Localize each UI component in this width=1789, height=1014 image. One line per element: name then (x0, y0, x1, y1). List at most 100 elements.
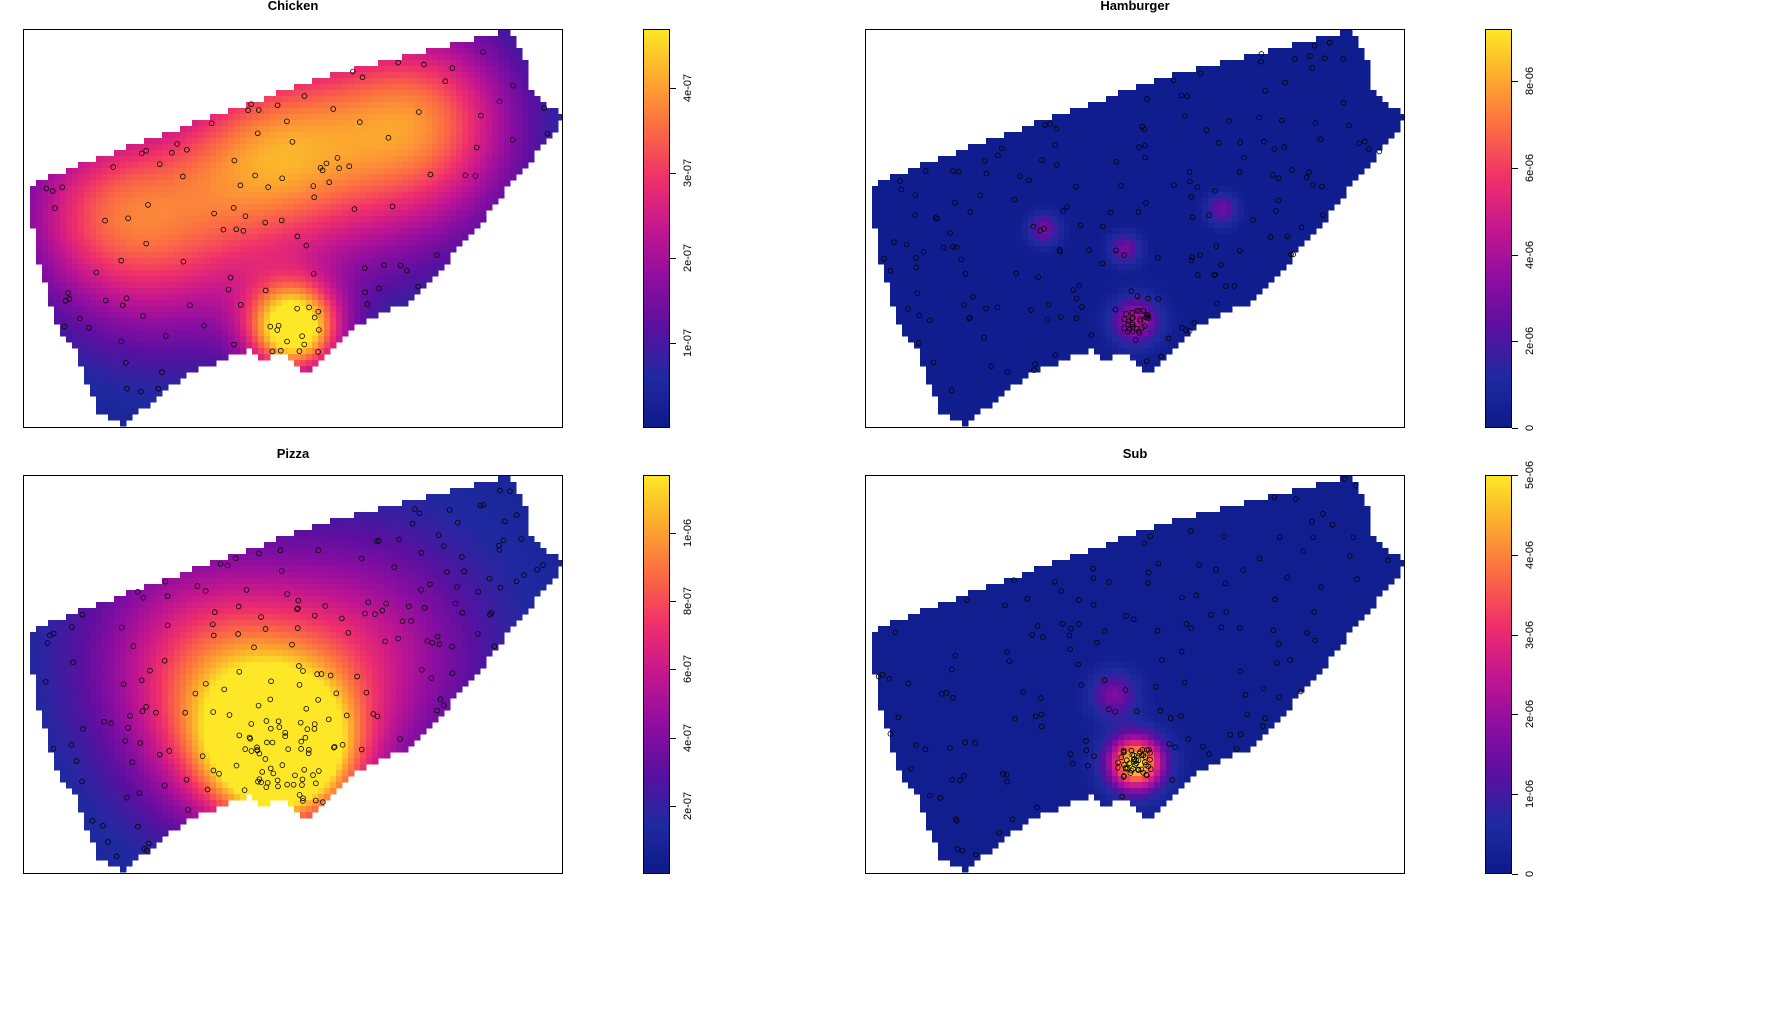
raster-cell (372, 138, 379, 145)
raster-cell (1250, 96, 1257, 103)
raster-cell (84, 282, 91, 289)
raster-cell (1340, 36, 1347, 43)
raster-cell (102, 192, 109, 199)
raster-cell (426, 114, 433, 121)
raster-cell (522, 126, 529, 133)
raster-cell (132, 342, 139, 349)
raster-cell (1034, 186, 1041, 193)
raster-cell (366, 132, 373, 139)
raster-cell (102, 348, 109, 355)
raster-cell (48, 174, 55, 181)
raster-cell (90, 366, 97, 373)
raster-cell (96, 294, 103, 301)
raster-cell (240, 282, 247, 289)
raster-cell (884, 186, 891, 193)
raster-cell (1376, 120, 1383, 127)
raster-cell (1298, 126, 1305, 133)
raster-cell (1280, 102, 1287, 109)
raster-cell (366, 198, 373, 205)
raster-cell (312, 210, 319, 217)
raster-cell (1082, 204, 1089, 211)
raster-cell (414, 198, 421, 205)
raster-cell (962, 174, 969, 181)
raster-cell (264, 270, 271, 277)
raster-cell (1010, 180, 1017, 187)
raster-cell (138, 306, 145, 313)
raster-cell (150, 186, 157, 193)
raster-cell (258, 144, 265, 151)
raster-cell (1190, 186, 1197, 193)
raster-cell (42, 204, 49, 211)
raster-cell (204, 348, 211, 355)
raster-cell (216, 294, 223, 301)
raster-cell (420, 258, 427, 265)
raster-cell (1100, 156, 1107, 163)
raster-cell (234, 204, 241, 211)
raster-cell (1256, 72, 1263, 79)
raster-cell (366, 150, 373, 157)
raster-cell (246, 156, 253, 163)
raster-cell (156, 384, 163, 391)
raster-cell (288, 144, 295, 151)
raster-cell (372, 198, 379, 205)
raster-cell (1214, 204, 1221, 211)
raster-cell (1262, 144, 1269, 151)
raster-cell (354, 306, 361, 313)
raster-cell (1028, 174, 1035, 181)
raster-cell (210, 192, 217, 199)
raster-cell (1196, 192, 1203, 199)
raster-cell (474, 42, 481, 49)
raster-cell (126, 312, 133, 319)
raster-cell (204, 306, 211, 313)
raster-cell (126, 276, 133, 283)
raster-cell (354, 204, 361, 211)
location-point (143, 147, 149, 154)
raster-cell (84, 360, 91, 367)
raster-cell (66, 288, 73, 295)
raster-cell (456, 198, 463, 205)
raster-cell (330, 78, 337, 85)
raster-cell (1154, 156, 1161, 163)
raster-cell (156, 372, 163, 379)
raster-cell (438, 54, 445, 61)
raster-cell (216, 288, 223, 295)
raster-cell (1334, 84, 1341, 91)
raster-cell (1256, 66, 1263, 73)
raster-cell (60, 246, 67, 253)
raster-cell (78, 282, 85, 289)
raster-cell (1220, 168, 1227, 175)
raster-cell (234, 210, 241, 217)
raster-cell (180, 222, 187, 229)
raster-cell (186, 354, 193, 361)
raster-cell (396, 234, 403, 241)
raster-cell (498, 72, 505, 79)
raster-cell (138, 282, 145, 289)
raster-cell (432, 252, 439, 259)
raster-cell (1364, 132, 1371, 139)
raster-cell (354, 120, 361, 127)
raster-cell (1376, 108, 1383, 115)
raster-cell (1046, 138, 1053, 145)
raster-cell (474, 210, 481, 217)
raster-cell (390, 180, 397, 187)
raster-cell (1172, 162, 1179, 169)
raster-cell (270, 192, 277, 199)
raster-cell (192, 264, 199, 271)
raster-cell (1310, 96, 1317, 103)
raster-cell (150, 246, 157, 253)
raster-cell (342, 114, 349, 121)
raster-cell (878, 198, 885, 205)
raster-cell (1274, 48, 1281, 55)
raster-cell (1286, 120, 1293, 127)
raster-cell (156, 246, 163, 253)
raster-cell (1388, 114, 1395, 121)
raster-cell (234, 144, 241, 151)
raster-cell (426, 276, 433, 283)
raster-cell (276, 336, 283, 343)
raster-cell (48, 240, 55, 247)
raster-cell (168, 282, 175, 289)
raster-cell (366, 84, 373, 91)
raster-cell (156, 138, 163, 145)
raster-cell (1268, 120, 1275, 127)
raster-cell (1094, 210, 1101, 217)
